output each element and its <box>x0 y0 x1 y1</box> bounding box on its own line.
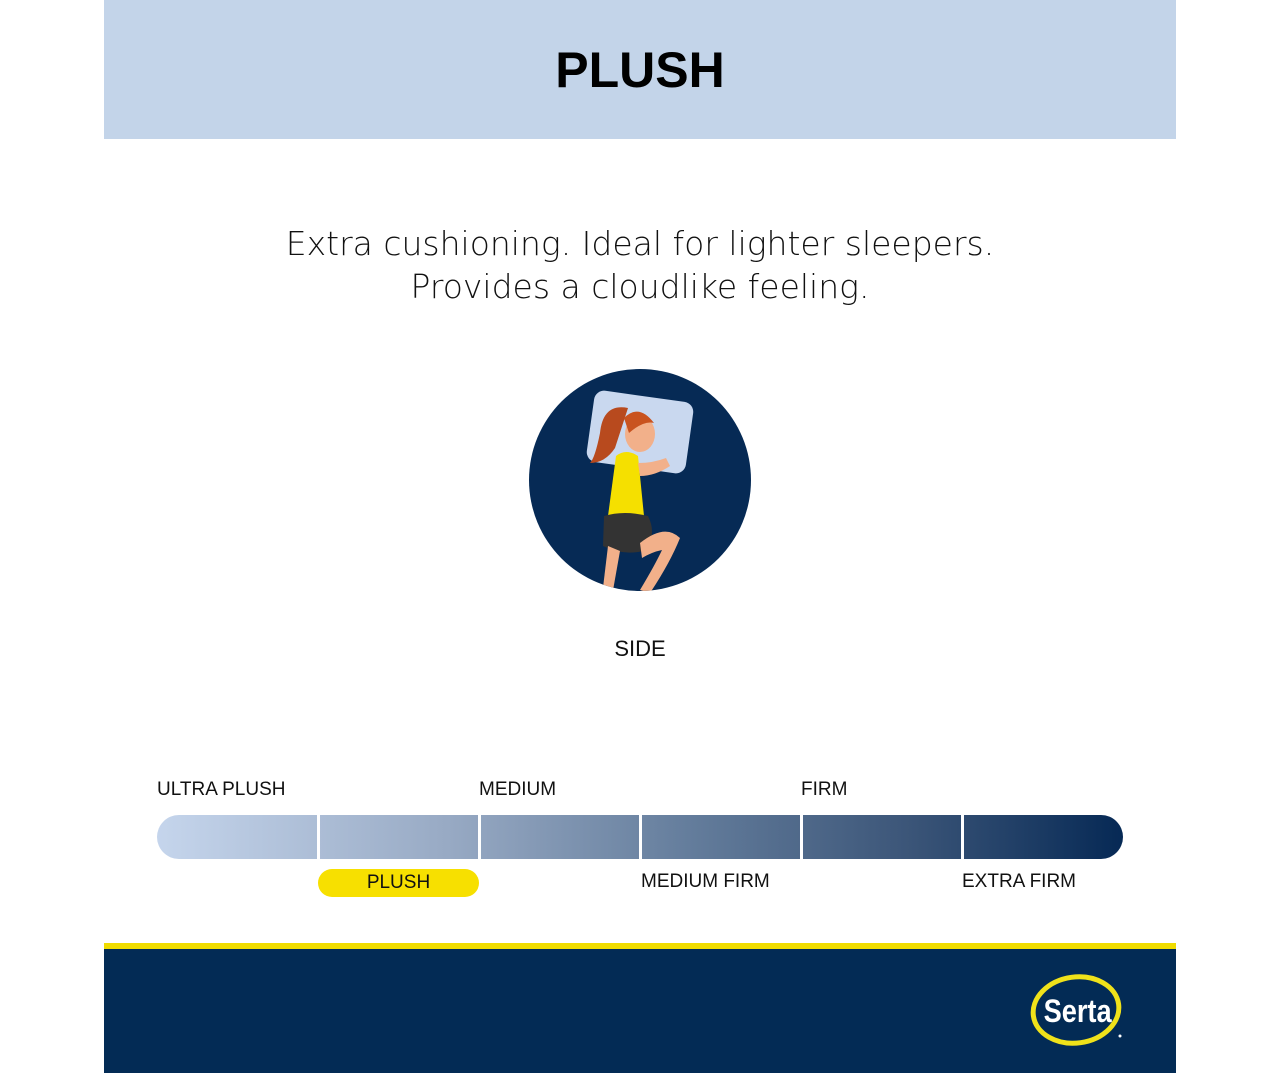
side-sleeper-icon <box>529 369 751 591</box>
scale-divider <box>800 815 803 859</box>
page-title: PLUSH <box>555 41 725 98</box>
scale-label-firm: FIRM <box>801 779 848 800</box>
firmness-scale-bar <box>157 815 1123 859</box>
scale-label-medium: MEDIUM <box>479 779 557 800</box>
header-banner: PLUSH <box>104 0 1176 139</box>
description: Extra cushioning. Ideal for lighter slee… <box>104 222 1176 308</box>
footer <box>104 949 1176 1073</box>
scale-divider <box>639 815 642 859</box>
description-line-2: Provides a cloudlike feeling. <box>410 267 870 306</box>
scale-divider <box>317 815 320 859</box>
description-line-1: Extra cushioning. Ideal for lighter slee… <box>285 224 995 263</box>
serta-logo-text: Serta <box>1044 994 1112 1030</box>
footer-accent-stripe <box>104 943 1176 949</box>
scale-label-medium-firm: MEDIUM FIRM <box>641 871 770 892</box>
scale-divider <box>478 815 481 859</box>
selected-firmness-badge: PLUSH <box>318 869 479 897</box>
sleep-position-label: SIDE <box>614 636 666 661</box>
scale-label-ultra-plush: ULTRA PLUSH <box>157 779 286 800</box>
scale-divider <box>961 815 964 859</box>
scale-label-extra-firm: EXTRA FIRM <box>962 871 1077 892</box>
serta-logo: Serta <box>1030 974 1122 1046</box>
